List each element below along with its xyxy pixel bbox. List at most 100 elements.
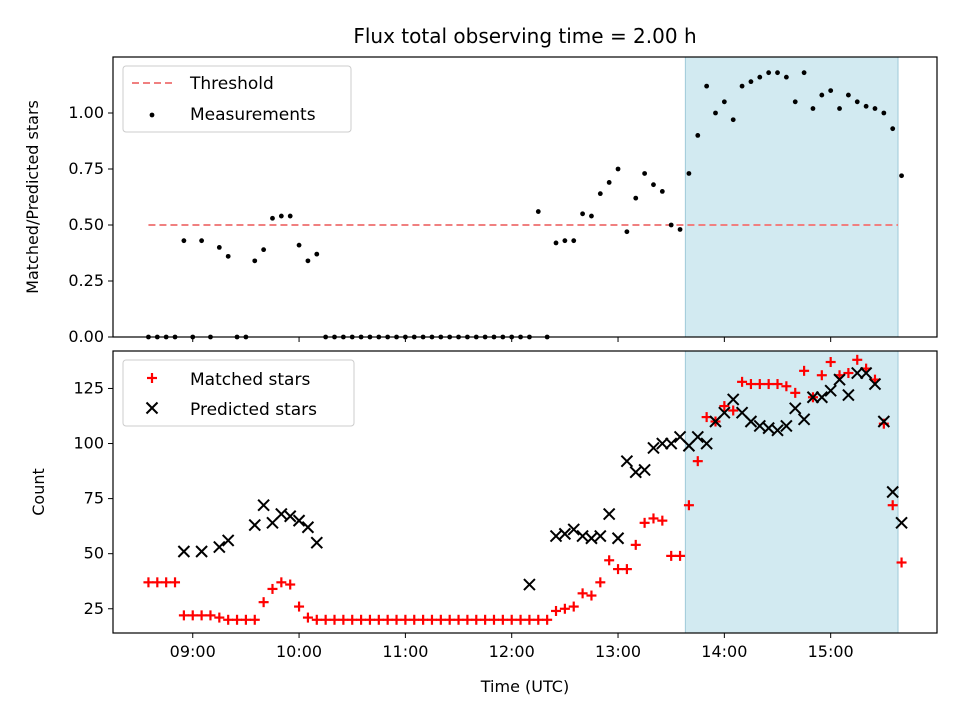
predicted-star-point — [868, 377, 882, 391]
bottom-legend-box — [122, 359, 355, 427]
matched-star-point — [852, 354, 863, 365]
matched-star-point — [497, 614, 508, 625]
top-panel: Flux total observing time = 2.00 h 0.00 0… — [23, 24, 938, 346]
predicted-star-point — [877, 415, 891, 428]
measurement-point — [766, 70, 772, 76]
matched-star-point — [533, 614, 544, 625]
matched-star-point — [223, 614, 234, 625]
matched-star-point — [435, 614, 446, 625]
matched-star-point — [515, 614, 526, 625]
measurement-point — [810, 106, 816, 111]
top-legend-box — [122, 65, 352, 133]
matched-star-point — [356, 614, 367, 625]
matched-star-point — [152, 577, 163, 588]
predicted-star-point — [177, 545, 191, 558]
matched-star-point — [745, 379, 756, 390]
bottom-panel: 25 50 75 100 125 09:00 10:00 11:00 12:00 13:00 14… — [29, 350, 938, 696]
predicted-star-point — [789, 402, 802, 415]
matched-star-point — [675, 550, 686, 561]
measurement-point — [597, 191, 603, 197]
measurement-point — [677, 227, 683, 232]
predicted-star-point — [886, 485, 899, 499]
legend-measurements-label: Measurements — [190, 105, 316, 125]
measurement-point — [713, 110, 718, 116]
matched-star-point — [285, 579, 296, 590]
measurement-point — [686, 171, 692, 176]
matched-star-point — [621, 564, 632, 575]
matched-star-point — [471, 614, 482, 625]
matched-star-point — [559, 603, 570, 614]
predicted-star-point — [647, 441, 660, 455]
predicted-star-point — [594, 529, 607, 543]
measurement-point — [571, 238, 577, 244]
predicted-star-point — [310, 536, 323, 549]
matched-star-point — [143, 577, 154, 588]
measurement-point — [837, 106, 842, 111]
matched-star-point — [294, 601, 305, 612]
measurement-point — [225, 253, 231, 259]
measurement-point — [739, 83, 745, 89]
predicted-star-point — [851, 366, 864, 380]
matched-star-point — [453, 614, 464, 625]
matched-star-point — [763, 379, 774, 390]
predicted-star-point — [567, 523, 580, 536]
measurement-point — [828, 88, 834, 93]
measurement-point — [801, 70, 807, 76]
legend-matched-label: Matched stars — [190, 370, 310, 390]
matched-star-point — [843, 368, 854, 379]
measurement-point — [651, 182, 656, 188]
predicted-star-point — [221, 534, 235, 547]
matched-star-point — [692, 456, 703, 467]
top-y-tick-label: 0.50 — [68, 215, 104, 234]
matched-star-point — [524, 614, 535, 625]
predicted-star-point — [257, 499, 270, 512]
matched-star-point — [409, 614, 420, 625]
bottom-y-tick-label: 50 — [84, 544, 104, 563]
predicted-star-point — [602, 507, 616, 521]
x-tick-label: 09:00 — [170, 642, 216, 661]
measurement-point — [252, 258, 258, 264]
legend-measurements-marker — [149, 112, 155, 118]
measurement-point — [899, 173, 904, 179]
legend-x-glyph — [145, 401, 159, 415]
measurement-point — [287, 213, 293, 219]
top-y-tick-label: 0.25 — [68, 271, 104, 290]
matched-star-point — [418, 614, 429, 625]
matched-star-point — [196, 610, 207, 621]
predicted-star-point — [638, 463, 651, 477]
measurement-point — [553, 240, 559, 246]
matched-star-point — [595, 577, 606, 588]
measurement-point — [721, 99, 727, 105]
predicted-star-point — [629, 465, 642, 479]
predicted-star-point — [780, 419, 793, 433]
x-tick-label: 14:00 — [701, 642, 747, 661]
chart-title: Flux total observing time = 2.00 h — [353, 24, 696, 48]
matched-star-point — [320, 614, 331, 625]
measurement-point — [296, 242, 302, 248]
matched-star-point — [364, 614, 375, 625]
matched-star-point — [816, 370, 827, 381]
predicted-star-point — [301, 521, 315, 534]
matched-star-point — [329, 614, 340, 625]
x-tick-label: 15:00 — [808, 642, 854, 661]
matched-star-point — [302, 612, 313, 623]
matched-star-point — [205, 610, 216, 621]
matched-star-point — [887, 500, 898, 511]
top-y-tick-label: 0.00 — [68, 327, 104, 346]
matched-star-point — [444, 614, 455, 625]
measurement-point — [606, 180, 612, 185]
predicted-star-point — [558, 527, 572, 541]
bottom-y-tick-label: 100 — [73, 434, 104, 453]
matched-star-point — [347, 614, 358, 625]
predicted-star-point — [744, 415, 758, 428]
matched-star-point — [232, 614, 243, 625]
x-axis-label: Time (UTC) — [480, 677, 569, 696]
matched-star-point — [896, 557, 907, 568]
measurement-point — [854, 99, 860, 105]
measurement-point — [783, 74, 789, 80]
predicted-star-point — [549, 529, 563, 543]
measurement-point — [659, 189, 665, 194]
matched-star-point — [178, 610, 189, 621]
matched-star-point — [187, 610, 198, 621]
